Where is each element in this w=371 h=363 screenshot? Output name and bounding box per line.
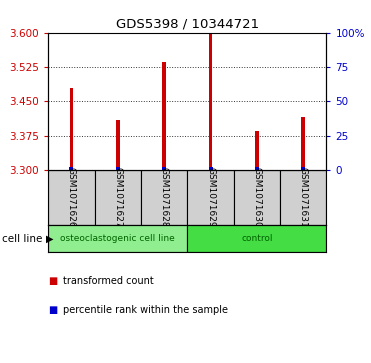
Text: GSM1071627: GSM1071627 [113, 167, 122, 228]
Text: control: control [241, 234, 273, 243]
Text: ▶: ▶ [46, 234, 54, 244]
Text: GSM1071629: GSM1071629 [206, 167, 215, 228]
Text: ■: ■ [48, 276, 58, 286]
Bar [70, 87, 73, 170]
Bar [95, 170, 141, 225]
Bar [187, 170, 234, 225]
Bar [209, 33, 212, 170]
Text: GSM1071630: GSM1071630 [252, 167, 262, 228]
Bar [141, 170, 187, 225]
Text: ■: ■ [48, 305, 58, 315]
Text: GSM1071628: GSM1071628 [160, 167, 169, 228]
Text: transformed count: transformed count [63, 276, 154, 286]
Text: cell line: cell line [2, 234, 42, 244]
Text: osteoclastogenic cell line: osteoclastogenic cell line [60, 234, 175, 243]
Bar [301, 117, 305, 170]
Text: GSM1071626: GSM1071626 [67, 167, 76, 228]
Title: GDS5398 / 10344721: GDS5398 / 10344721 [116, 17, 259, 30]
Bar [187, 225, 326, 252]
Bar [162, 62, 166, 170]
Bar [48, 225, 187, 252]
Bar [234, 170, 280, 225]
Text: percentile rank within the sample: percentile rank within the sample [63, 305, 228, 315]
Bar [48, 170, 95, 225]
Bar [255, 131, 259, 170]
Bar [280, 170, 326, 225]
Bar [116, 120, 120, 170]
Text: GSM1071631: GSM1071631 [299, 167, 308, 228]
